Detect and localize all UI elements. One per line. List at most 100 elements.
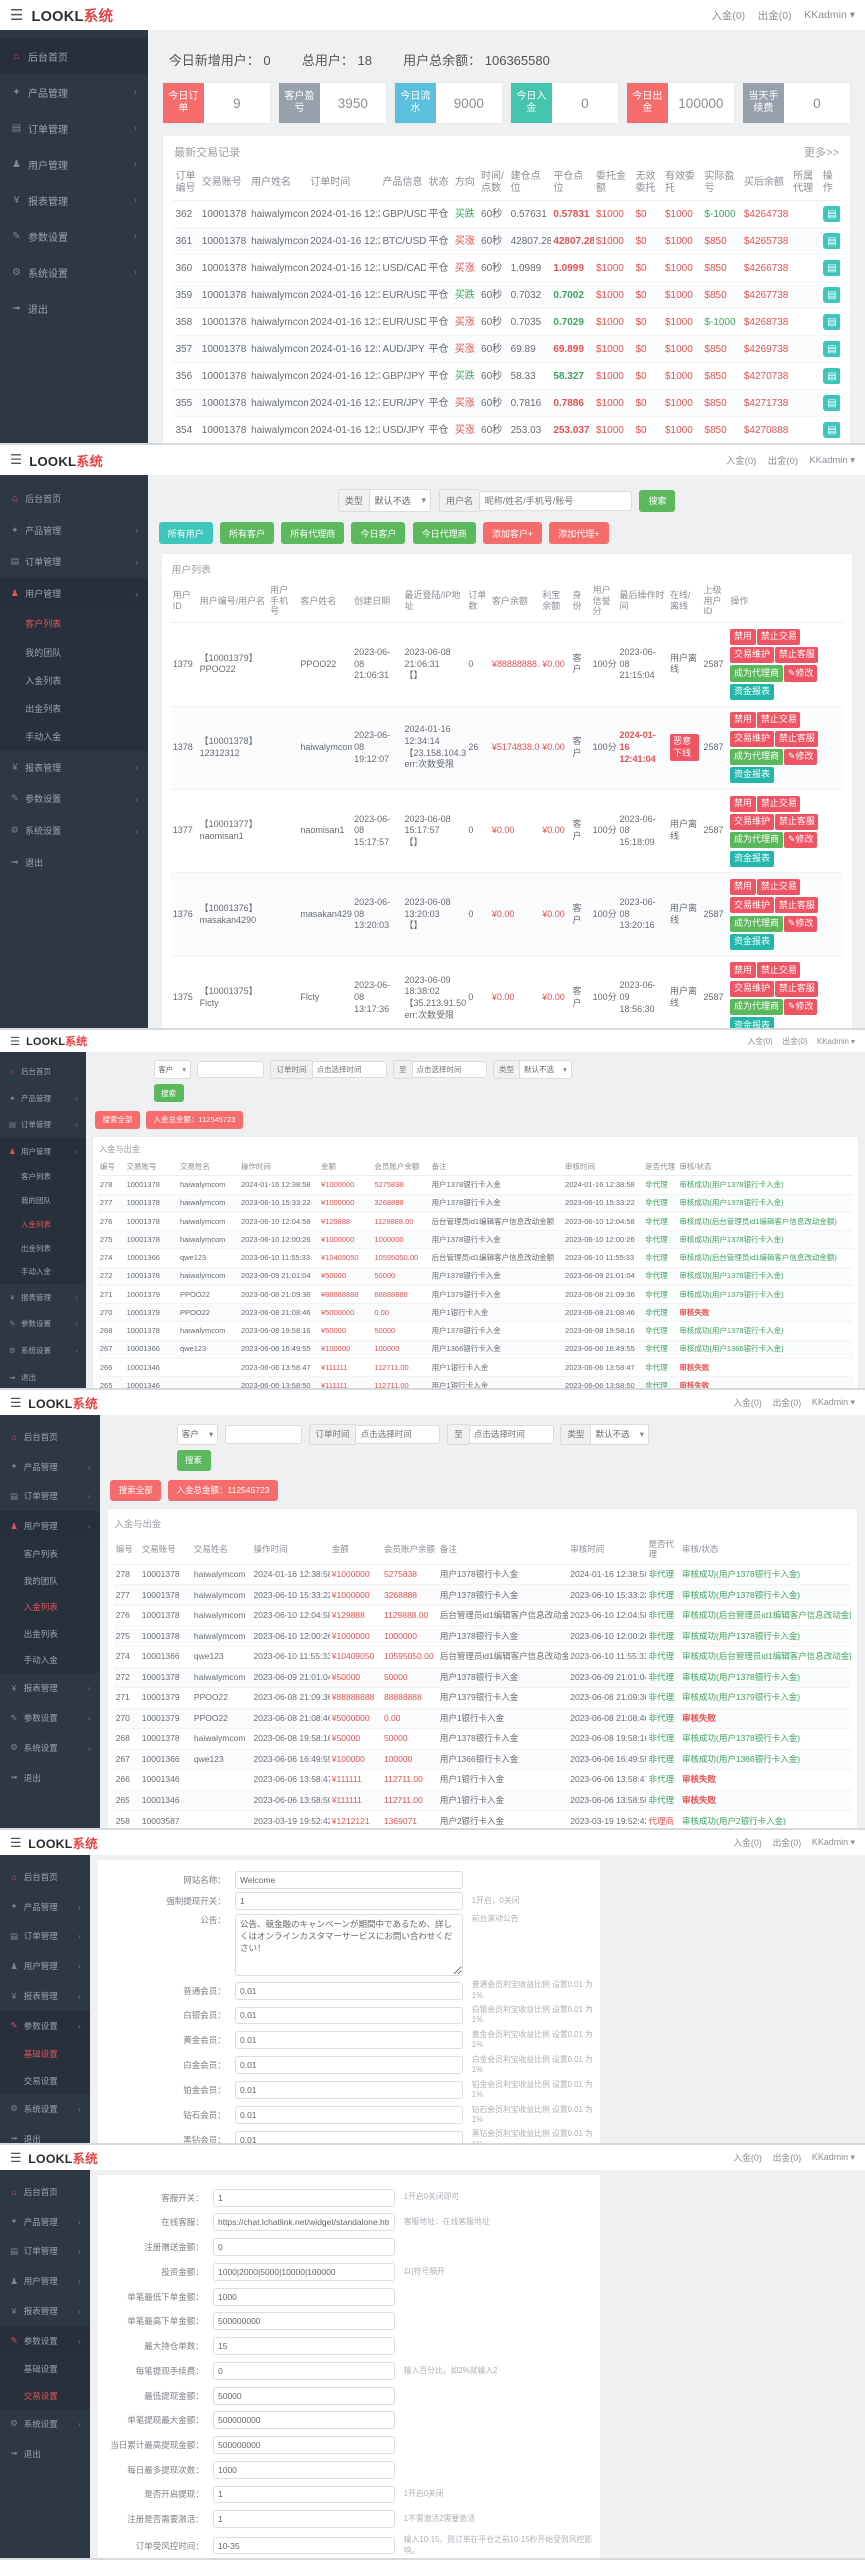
withdraw-link[interactable]: 出金(0)	[772, 1838, 802, 1848]
row-button-4[interactable]: 成为代理商	[730, 665, 783, 682]
row-button-5[interactable]: ✎修改	[784, 748, 817, 766]
form-input-8[interactable]	[212, 2386, 395, 2405]
search-button[interactable]: 搜索	[176, 1450, 211, 1471]
withdraw-link[interactable]: 出金(0)	[782, 1036, 808, 1046]
type-select[interactable]: 默认不选 ▾	[590, 1423, 650, 1446]
form-input-14[interactable]	[212, 2536, 395, 2555]
sidebar-item-7[interactable]: ➟ 退出	[0, 847, 148, 879]
search-all-button[interactable]: 搜索全部	[95, 1110, 140, 1129]
row-button-5[interactable]: ✎修改	[784, 832, 817, 849]
sidebar-item-6[interactable]: ⚙ 系统设置 ›	[0, 1733, 100, 1763]
menu-toggle-icon[interactable]: ☰	[10, 2149, 22, 2165]
menu-toggle-icon[interactable]: ☰	[10, 1394, 22, 1410]
type-select[interactable]: 默认不选 ▾	[369, 489, 432, 513]
more-link[interactable]: 更多>>	[804, 147, 839, 160]
sidebar-item-4[interactable]: ¥ 报表管理 ›	[0, 182, 148, 218]
submenu-item-1[interactable]: 交易设置	[23, 2075, 58, 2086]
row-button-1[interactable]: 禁止交易	[757, 712, 801, 729]
row-button-4[interactable]: 成为代理商	[730, 748, 783, 766]
form-input-0[interactable]	[234, 1870, 463, 1889]
sidebar-item-5[interactable]: ✎ 参数设置 ›	[0, 783, 148, 815]
row-button-5[interactable]: ✎修改	[784, 998, 817, 1016]
sidebar-item-4[interactable]: ¥ 报表管理 ›	[0, 1284, 86, 1311]
sidebar-item-2[interactable]: ▤ 订单管理 ›	[0, 1481, 100, 1511]
submenu-item-4[interactable]: 手动入金	[23, 1655, 58, 1666]
type-select[interactable]: 默认不选 ▾	[519, 1059, 572, 1080]
sidebar-item-6[interactable]: ⚙ 系统设置 ›	[0, 1337, 86, 1364]
row-button-2[interactable]: 交易维护	[730, 980, 774, 997]
search-button[interactable]: 搜索	[153, 1083, 184, 1103]
row-button-5[interactable]: ✎修改	[784, 915, 817, 932]
admin-menu[interactable]: KKadmin ▾	[811, 1397, 855, 1407]
row-button-3[interactable]: 禁止客服	[775, 897, 819, 914]
admin-menu[interactable]: KKadmin ▾	[811, 1837, 855, 1847]
sidebar-item-2[interactable]: ▤ 订单管理 ›	[0, 2236, 90, 2266]
menu-toggle-icon[interactable]: ☰	[10, 1834, 22, 1850]
row-button-1[interactable]: 禁止交易	[757, 795, 801, 812]
sidebar-item-4[interactable]: ¥ 报表管理 ›	[0, 751, 148, 783]
sidebar-item-1[interactable]: ✦ 产品管理 ›	[0, 1892, 90, 1922]
row-button-0[interactable]: 禁用	[730, 795, 756, 812]
action-button-3[interactable]: 今日客户	[351, 522, 406, 545]
form-input-8[interactable]	[234, 2106, 463, 2125]
action-button-4[interactable]: 今日代理商	[412, 522, 476, 545]
row-button-1[interactable]: 禁止交易	[757, 628, 801, 645]
admin-menu[interactable]: KKadmin ▾	[809, 454, 855, 466]
submenu-item-4[interactable]: 手动入金	[21, 1267, 51, 1277]
who-select[interactable]: 客户 ▾	[176, 1423, 219, 1446]
submenu-item-4[interactable]: 手动入金	[25, 732, 62, 743]
row-button-0[interactable]: 禁用	[730, 962, 756, 979]
search-all-button[interactable]: 搜索全部	[110, 1480, 162, 1501]
view-order-button[interactable]: ▤	[822, 395, 840, 412]
sidebar-item-2[interactable]: ▤ 订单管理 ›	[0, 1112, 86, 1139]
row-button-4[interactable]: 成为代理商	[730, 915, 783, 932]
row-button-6[interactable]: 资金报表	[730, 683, 774, 701]
sidebar-item-1[interactable]: ✦ 产品管理 ›	[0, 1085, 86, 1112]
submenu-item-1[interactable]: 交易设置	[23, 2390, 58, 2401]
sidebar-item-0[interactable]: ⌂ 后台首页	[0, 38, 148, 74]
view-order-button[interactable]: ▤	[822, 368, 840, 385]
form-input-5[interactable]	[234, 2031, 463, 2050]
row-button-6[interactable]: 资金报表	[730, 1017, 774, 1028]
withdraw-link[interactable]: 出金(0)	[767, 456, 799, 467]
form-input-3[interactable]	[234, 1981, 463, 2000]
submenu-item-0[interactable]: 客户列表	[25, 619, 62, 630]
form-input-7[interactable]	[234, 2081, 463, 2100]
who-select[interactable]: 客户 ▾	[153, 1059, 191, 1080]
submenu-item-2[interactable]: 入金列表	[21, 1219, 51, 1229]
deposit-link[interactable]: 入金(0)	[733, 1838, 762, 1848]
total-deposit-button[interactable]: 入金总金额：112545723	[168, 1480, 278, 1501]
withdraw-link[interactable]: 出金(0)	[772, 1398, 802, 1408]
sidebar-item-5[interactable]: ✎ 参数设置 ›	[0, 2011, 90, 2041]
view-order-button[interactable]: ▤	[822, 260, 840, 277]
sidebar-item-5[interactable]: ✎ 参数设置 ›	[0, 1311, 86, 1338]
withdraw-link[interactable]: 出金(0)	[757, 9, 792, 22]
form-input-4[interactable]	[234, 2006, 463, 2025]
row-button-1[interactable]: 禁止交易	[757, 878, 801, 896]
sidebar-item-0[interactable]: ⌂ 后台首页	[0, 1862, 90, 1892]
row-button-0[interactable]: 禁用	[730, 628, 756, 645]
sidebar-item-6[interactable]: ⚙ 系统设置 ›	[0, 254, 148, 290]
form-input-6[interactable]	[212, 2337, 395, 2356]
sidebar-item-2[interactable]: ▤ 订单管理 ›	[0, 546, 148, 578]
sidebar-item-7[interactable]: ➟ 退出	[0, 1364, 86, 1388]
row-button-3[interactable]: 禁止客服	[775, 980, 819, 997]
form-input-6[interactable]	[234, 2056, 463, 2075]
view-order-button[interactable]: ▤	[822, 422, 840, 439]
view-order-button[interactable]: ▤	[822, 341, 840, 358]
submenu-item-0[interactable]: 基础设置	[23, 2049, 58, 2060]
sidebar-item-0[interactable]: ⌂ 后台首页	[0, 1422, 100, 1452]
sidebar-item-7[interactable]: ➟ 退出	[0, 2124, 90, 2143]
form-input-1[interactable]	[234, 1892, 463, 1911]
form-input-9[interactable]	[212, 2411, 395, 2430]
submenu-item-3[interactable]: 出金列表	[25, 704, 62, 715]
sidebar-item-3[interactable]: ♟ 用户管理 ›	[0, 146, 148, 182]
sidebar-item-1[interactable]: ✦ 产品管理 ›	[0, 1452, 100, 1482]
sidebar-item-0[interactable]: ⌂ 后台首页	[0, 482, 148, 514]
menu-toggle-icon[interactable]: ☰	[10, 452, 23, 467]
row-button-0[interactable]: 禁用	[730, 878, 756, 896]
sidebar-item-7[interactable]: ➟ 退出	[0, 2439, 90, 2469]
total-deposit-button[interactable]: 入金总金额：112545723	[146, 1110, 243, 1129]
sidebar-item-3[interactable]: ♟ 用户管理 ›	[0, 1138, 86, 1165]
sidebar-item-3[interactable]: ♟ 用户管理 ›	[0, 577, 148, 610]
